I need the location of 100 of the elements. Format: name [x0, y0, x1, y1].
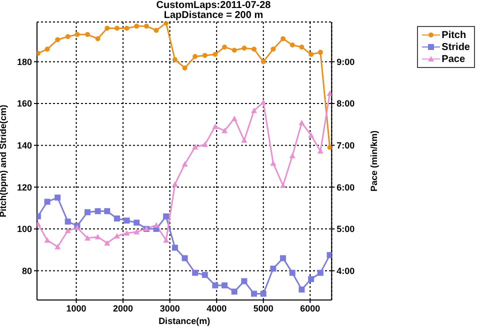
y-tick-label: 140 — [16, 140, 32, 151]
point — [318, 50, 323, 55]
point — [172, 244, 178, 251]
point — [192, 54, 198, 59]
point — [104, 240, 110, 246]
point — [212, 124, 218, 130]
point — [95, 36, 100, 42]
y-tick-label: 100 — [16, 224, 32, 234]
point — [308, 276, 314, 282]
point — [182, 65, 188, 70]
chart-title: CustomLaps:2011-07-28 — [155, 0, 272, 11]
y2-axis-title: Pace (min/km) — [368, 130, 379, 192]
y2-tick-label: 5:00 — [336, 224, 355, 234]
point — [202, 141, 208, 147]
point — [154, 28, 159, 33]
point — [182, 161, 188, 167]
point — [290, 42, 295, 48]
point — [326, 90, 332, 96]
point — [172, 181, 178, 187]
point — [163, 213, 170, 220]
point — [124, 218, 130, 224]
point — [280, 36, 286, 42]
point — [251, 108, 258, 114]
y-tick-label: 180 — [16, 56, 32, 67]
point — [326, 252, 332, 258]
point — [104, 26, 110, 31]
point — [164, 22, 169, 26]
y-axis-title: Pitch(bpm) and Stride(cm) — [0, 104, 8, 218]
point — [270, 46, 276, 52]
point — [54, 244, 61, 250]
point — [222, 128, 228, 134]
point — [289, 152, 296, 158]
x-tick-label: 6000 — [300, 303, 320, 314]
x-tick-label: 2000 — [113, 303, 134, 314]
x-tick-label: 5000 — [253, 303, 274, 314]
y2-tick-label: 8:00 — [336, 98, 355, 109]
point — [260, 290, 266, 297]
point — [308, 52, 314, 57]
point — [260, 59, 266, 64]
x-tick-label: 3000 — [160, 303, 180, 314]
point — [124, 26, 130, 31]
point — [242, 46, 247, 51]
point — [94, 234, 101, 240]
point — [202, 272, 208, 278]
point — [212, 52, 218, 57]
point — [74, 32, 80, 38]
point — [299, 44, 304, 50]
point — [289, 270, 296, 276]
point — [65, 34, 70, 40]
point — [241, 137, 248, 143]
point — [84, 209, 91, 216]
point — [270, 266, 276, 272]
point — [222, 282, 228, 288]
x-tick-label: 4000 — [206, 303, 227, 314]
point — [308, 132, 314, 138]
point — [212, 282, 218, 288]
point — [280, 255, 286, 262]
x-tick-label: 1000 — [66, 303, 86, 314]
point — [94, 208, 101, 214]
point — [222, 44, 228, 50]
y-tick-label: 120 — [16, 182, 32, 192]
point — [231, 288, 238, 295]
y2-tick-label: 6:00 — [336, 182, 355, 192]
point — [134, 220, 140, 226]
point — [144, 24, 149, 29]
point — [163, 237, 170, 243]
point — [172, 57, 178, 62]
point — [153, 222, 160, 228]
point — [55, 37, 60, 42]
point — [44, 46, 50, 52]
point — [241, 278, 248, 284]
point — [44, 198, 50, 205]
point — [280, 182, 286, 188]
point — [64, 228, 71, 234]
point — [317, 270, 324, 276]
point — [317, 148, 324, 154]
point — [114, 215, 120, 222]
point — [192, 270, 198, 276]
point — [298, 120, 305, 126]
legend-label: Stride — [442, 42, 470, 52]
legend-label: Pace — [442, 54, 466, 64]
y2-tick-label: 9:00 — [336, 56, 355, 67]
point — [54, 194, 61, 201]
x-axis-title: Distance(m) — [158, 316, 210, 326]
point — [252, 46, 257, 52]
y-tick-label: 160 — [16, 98, 32, 109]
point — [298, 286, 305, 293]
point — [104, 208, 110, 214]
point — [84, 235, 91, 241]
point — [192, 144, 198, 150]
point — [232, 48, 237, 53]
point — [182, 255, 188, 262]
chart-subtitle: LapDistance = 200 m — [164, 10, 264, 21]
point — [134, 228, 140, 234]
point — [124, 230, 130, 236]
point — [134, 24, 140, 29]
point — [64, 218, 71, 225]
point — [85, 32, 90, 38]
point — [327, 144, 332, 150]
point — [114, 26, 120, 31]
